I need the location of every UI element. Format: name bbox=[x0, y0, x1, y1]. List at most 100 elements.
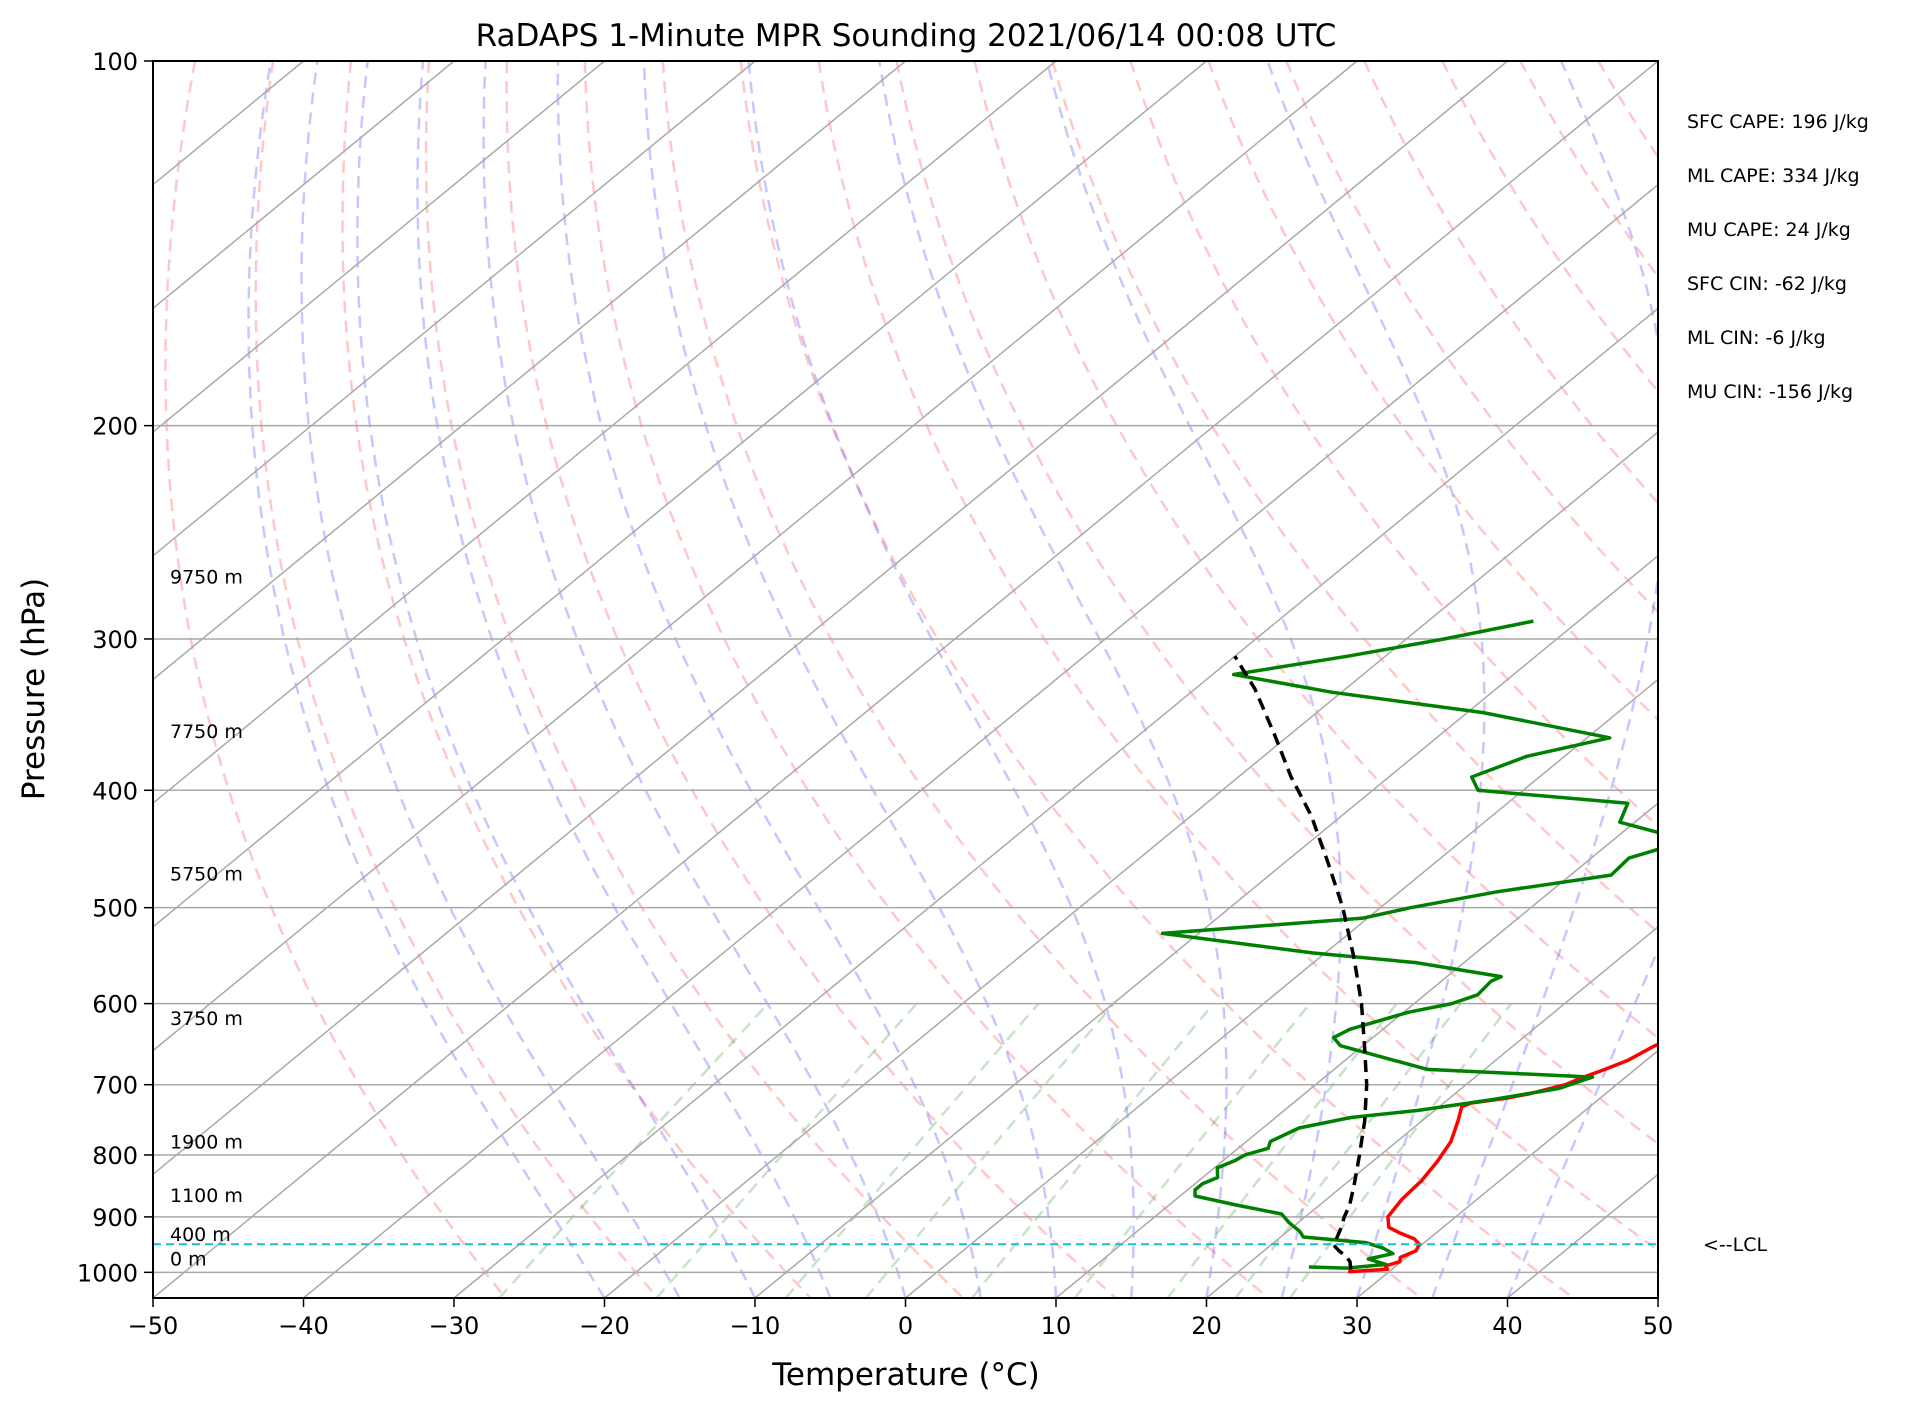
isotherm bbox=[453, 307, 1658, 1298]
series-line bbox=[1233, 655, 1369, 1270]
background-grid bbox=[153, 61, 1911, 1298]
dry-adiabat bbox=[661, 61, 1422, 1298]
dry-adiabat bbox=[424, 61, 965, 1298]
moist-adiabat bbox=[1266, 61, 1486, 1298]
height-label: 5750 m bbox=[170, 864, 243, 886]
height-label: 400 m bbox=[170, 1224, 231, 1246]
isotherm bbox=[153, 61, 1358, 1052]
moist-adiabat bbox=[1045, 61, 1343, 1298]
y-tick-label: 1000 bbox=[77, 1259, 138, 1287]
dry-adiabat bbox=[1363, 61, 1658, 505]
isotherm bbox=[1657, 1297, 1658, 1298]
dry-adiabat bbox=[1676, 61, 1911, 1298]
isotherm bbox=[1055, 802, 1658, 1298]
mixing-ratio-line bbox=[864, 1002, 1115, 1298]
dry-adiabat bbox=[973, 61, 1658, 1040]
mixing-ratio-line bbox=[498, 1002, 770, 1298]
height-label: 1100 m bbox=[170, 1185, 243, 1207]
dry-adiabat bbox=[1285, 61, 1658, 614]
x-tick-label: 0 bbox=[898, 1312, 913, 1340]
isotherm bbox=[1206, 925, 1658, 1298]
x-axis: −50 −40 −30 −20 −10 0 10 20 30 40 50 bbox=[128, 1298, 1673, 1340]
y-tick-label: 400 bbox=[92, 777, 138, 805]
moist-adiabat bbox=[247, 61, 606, 1298]
moist-adiabat bbox=[878, 61, 1228, 1298]
isotherm bbox=[153, 61, 1658, 1298]
dry-adiabat bbox=[341, 61, 812, 1298]
dry-adiabat bbox=[895, 61, 1658, 1146]
parameter-panel: SFC CAPE: 196 J/kg ML CAPE: 334 J/kg MU CA… bbox=[1687, 111, 1869, 403]
x-tick-label: 30 bbox=[1342, 1312, 1373, 1340]
mixing-ratio-line bbox=[1166, 1002, 1398, 1298]
x-tick-label: −40 bbox=[278, 1312, 329, 1340]
mixing-ratio-line bbox=[1234, 1002, 1462, 1298]
y-axis: 100 200 300 400 500 600 700 800 900 1000 bbox=[77, 48, 153, 1287]
x-tick-label: −30 bbox=[429, 1312, 480, 1340]
isotherm bbox=[153, 61, 1207, 928]
moist-adiabat bbox=[356, 61, 757, 1298]
isotherm bbox=[1507, 1173, 1658, 1298]
mixing-ratio-line bbox=[1288, 1002, 1513, 1298]
isotherm bbox=[905, 678, 1658, 1298]
moist-adiabat bbox=[1431, 61, 1658, 1298]
dry-adiabat bbox=[739, 61, 1575, 1298]
isotherm bbox=[754, 554, 1658, 1298]
height-label: 9750 m bbox=[170, 567, 243, 589]
y-tick-label: 300 bbox=[92, 626, 138, 654]
dry-adiabat bbox=[254, 61, 659, 1298]
isotherm bbox=[303, 183, 1658, 1298]
moist-adiabat bbox=[1506, 946, 1658, 1298]
x-tick-label: −20 bbox=[579, 1312, 630, 1340]
x-tick-label: 20 bbox=[1191, 1312, 1222, 1340]
y-tick-label: 600 bbox=[92, 991, 138, 1019]
mixing-ratio-line bbox=[971, 1002, 1215, 1298]
dry-adiabat bbox=[1832, 61, 1911, 1298]
dry-adiabat bbox=[817, 61, 1658, 1252]
isotherm bbox=[153, 61, 455, 310]
dry-adiabat bbox=[505, 61, 1117, 1298]
series-layer bbox=[1160, 619, 1658, 1274]
dry-adiabat bbox=[1129, 61, 1658, 828]
isotherm bbox=[153, 61, 605, 434]
y-tick-label: 700 bbox=[92, 1072, 138, 1100]
stat-label: SFC CIN: -62 J/kg bbox=[1687, 273, 1847, 295]
series-line bbox=[1348, 1042, 1658, 1274]
isotherm bbox=[1356, 1049, 1658, 1298]
y-tick-label: 500 bbox=[92, 895, 138, 923]
moist-adiabat bbox=[556, 61, 983, 1298]
dry-adiabat bbox=[1519, 61, 1658, 279]
isotherm bbox=[153, 61, 1508, 1176]
y-tick-label: 100 bbox=[92, 48, 138, 76]
height-label: 3750 m bbox=[170, 1008, 243, 1030]
x-tick-label: 40 bbox=[1492, 1312, 1523, 1340]
dry-adiabat bbox=[583, 61, 1270, 1298]
stat-label: ML CAPE: 334 J/kg bbox=[1687, 165, 1860, 187]
isotherm bbox=[153, 61, 756, 557]
moist-adiabat bbox=[747, 61, 1135, 1298]
moist-adiabat bbox=[300, 61, 681, 1298]
stat-label: MU CAPE: 24 J/kg bbox=[1687, 219, 1851, 241]
mixing-ratio-line bbox=[1073, 1002, 1311, 1298]
stat-label: MU CIN: -156 J/kg bbox=[1687, 381, 1853, 403]
height-label: 7750 m bbox=[170, 721, 243, 743]
height-label: 0 m bbox=[170, 1248, 207, 1270]
height-label: 1900 m bbox=[170, 1131, 243, 1153]
dry-adiabat bbox=[1207, 61, 1658, 722]
dry-adiabat bbox=[1441, 61, 1658, 394]
chart-title: RaDAPS 1-Minute MPR Sounding 2021/06/14 … bbox=[476, 18, 1337, 54]
series-line bbox=[1160, 619, 1658, 1270]
y-axis-label: Pressure (hPa) bbox=[16, 578, 52, 800]
moist-adiabat bbox=[642, 61, 1058, 1298]
mixing-ratio-line bbox=[655, 1002, 918, 1298]
x-tick-label: 10 bbox=[1041, 1312, 1072, 1340]
x-tick-label: −10 bbox=[730, 1312, 781, 1340]
dry-adiabat bbox=[1754, 61, 1911, 1298]
moist-adiabat bbox=[482, 61, 907, 1298]
isotherm bbox=[153, 61, 906, 681]
dry-adiabat bbox=[1597, 61, 1658, 160]
y-tick-label: 900 bbox=[92, 1204, 138, 1232]
mixing-ratio-line bbox=[784, 1002, 1040, 1298]
y-tick-label: 200 bbox=[92, 413, 138, 441]
